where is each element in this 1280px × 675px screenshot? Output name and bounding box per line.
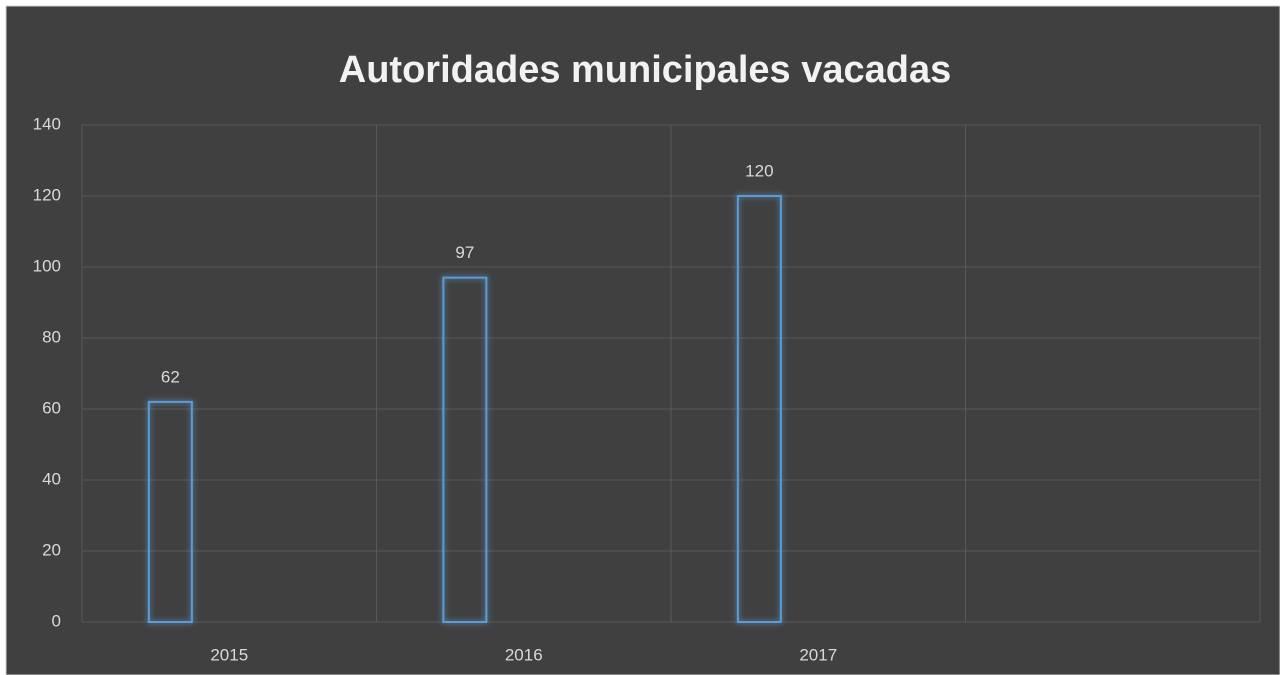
y-tick-label: 140 bbox=[33, 114, 61, 133]
data-label: 120 bbox=[745, 161, 773, 180]
bar bbox=[736, 195, 782, 623]
bar bbox=[147, 400, 193, 623]
data-label: 97 bbox=[455, 243, 474, 262]
data-label: 62 bbox=[161, 367, 180, 386]
y-tick-label: 100 bbox=[33, 256, 61, 275]
chart-background bbox=[5, 5, 1280, 675]
y-tick-label: 40 bbox=[42, 469, 61, 488]
bar bbox=[442, 276, 488, 623]
x-tick-label: 2015 bbox=[210, 645, 248, 664]
chart-title: Autoridades municipales vacadas bbox=[339, 49, 951, 91]
x-tick-label: 2016 bbox=[505, 645, 543, 664]
x-tick-label: 2017 bbox=[799, 645, 837, 664]
y-tick-label: 20 bbox=[42, 540, 61, 559]
y-tick-label: 0 bbox=[52, 611, 61, 630]
y-tick-label: 120 bbox=[33, 185, 61, 204]
y-tick-label: 60 bbox=[42, 398, 61, 417]
y-tick-label: 80 bbox=[42, 327, 61, 346]
